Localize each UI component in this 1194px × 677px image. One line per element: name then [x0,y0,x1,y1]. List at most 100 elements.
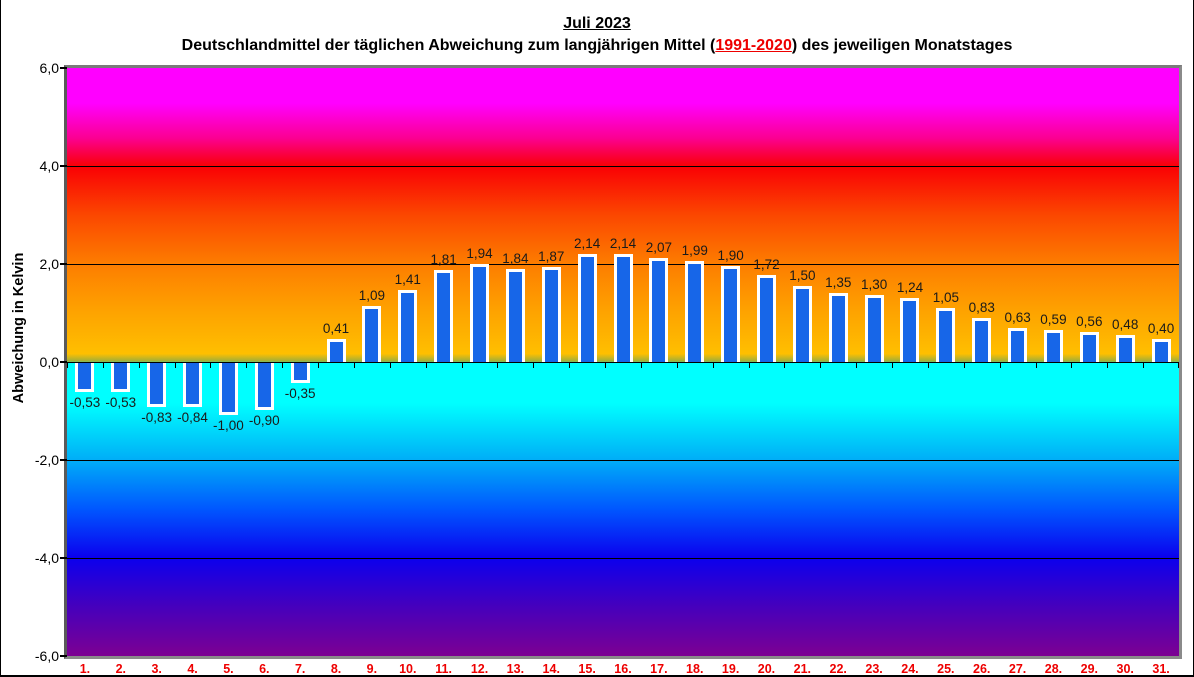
x-axis-label-day-9: 9. [366,662,378,676]
x-axis-label-day-18: 18. [686,662,704,676]
x-axis-label-day-20: 20. [757,662,776,676]
value-label-day-26: 0,83 [968,300,995,316]
x-axis-label-day-7: 7. [294,662,306,676]
x-tick [892,363,893,368]
chart-title: Juli 2023 [563,15,631,32]
x-axis-label-day-12: 12. [470,662,489,676]
value-label-day-22: 1,35 [825,274,852,290]
value-label-day-18: 1,99 [681,243,708,259]
bar-day-22 [828,292,848,362]
x-tick [246,363,247,368]
bar-day-16 [613,254,633,362]
bar-day-7 [290,363,310,384]
x-axis-label-day-5: 5. [223,662,234,676]
value-label-day-12: 1,94 [466,245,493,261]
x-axis-label-day-31: 31. [1152,662,1170,676]
x-tick [67,363,68,368]
x-axis-label-day-21: 21. [793,662,812,676]
x-tick [426,363,427,368]
bar-day-27 [1008,328,1028,362]
y-axis-label: -6,0 [34,648,59,664]
bar-day-5 [218,363,238,415]
value-label-day-5: -1,00 [213,418,244,433]
x-axis-label-day-10: 10. [399,662,417,676]
bar-day-11 [434,270,454,362]
subtitle-prefix: Deutschlandmittel der täglichen Abweichu… [181,37,716,54]
x-axis-label-day-17: 17. [650,662,668,676]
bar-day-18 [685,261,705,362]
x-axis-label-day-26: 26. [973,662,991,676]
y-axis-label: 6,0 [39,60,59,76]
value-label-day-21: 1,50 [789,267,816,283]
x-tick [713,363,714,368]
bar-day-10 [398,289,418,362]
gridline--2 [67,460,1179,461]
bar-day-9 [362,305,382,362]
x-axis-label-day-2: 2. [115,662,127,676]
x-axis-label-day-4: 4. [187,662,198,676]
x-tick [1000,363,1001,368]
reference-period: 1991-2020 [715,37,792,54]
x-axis-label-day-24: 24. [901,662,919,676]
value-label-day-10: 1,41 [394,271,421,287]
plot-area: -0,53 -0,53 -0,83 -0,84 -1,00 -0,90 -0,35 0,41 1… [67,68,1179,656]
value-label-day-14: 1,87 [538,249,565,265]
y-tick-2,0 [60,263,67,265]
x-tick [964,363,965,368]
x-tick [282,363,283,368]
x-tick [103,363,104,368]
x-axis-label-day-6: 6. [259,662,270,676]
x-axis-label-day-28: 28. [1044,662,1063,676]
bar-day-20 [756,274,776,362]
value-label-day-7: -0,35 [284,386,316,402]
bar-day-1 [75,363,95,392]
bar-day-12 [470,263,490,362]
x-tick [1071,363,1072,368]
x-axis-label-day-30: 30. [1116,662,1134,676]
y-axis-label: 0,0 [39,354,59,370]
value-label-day-9: 1,09 [358,287,386,303]
y-tick--2,0 [60,459,67,461]
y-tick--6,0 [60,655,67,657]
value-label-day-16: 2,14 [609,236,637,252]
bar-day-21 [792,285,812,362]
x-axis-label-day-8: 8. [330,662,342,676]
value-label-day-28: 0,59 [1040,312,1067,328]
x-tick [210,363,211,368]
bar-day-25 [936,307,956,362]
value-label-day-24: 1,24 [896,280,924,296]
bar-day-19 [721,265,741,362]
x-axis-label-day-3: 3. [151,662,162,676]
x-axis-label-day-29: 29. [1080,662,1099,676]
x-tick [856,363,857,368]
bar-day-4 [183,363,203,408]
x-tick [462,363,463,368]
x-axis-label-day-11: 11. [435,662,452,676]
x-tick [677,363,678,368]
x-tick [139,363,140,368]
x-axis-label-day-22: 22. [829,662,847,676]
x-tick [1178,363,1179,368]
bar-day-13 [505,268,525,362]
x-tick [1036,363,1037,368]
x-axis-label-day-13: 13. [506,662,525,676]
value-label-day-30: 0,48 [1112,317,1139,333]
value-label-day-20: 1,72 [753,256,780,272]
x-axis-label-day-15: 15. [578,662,596,676]
bar-day-8 [326,338,346,362]
value-label-day-15: 2,14 [573,236,601,252]
y-axis-label: 4,0 [39,158,59,174]
bar-day-14 [541,267,561,362]
y-axis-label: -4,0 [34,550,59,566]
bar-day-30 [1115,335,1135,362]
gridline--4 [67,558,1179,559]
value-label-day-27: 0,63 [1004,310,1031,326]
gridline-4 [67,166,1179,167]
x-axis-label-day-16: 16. [614,662,632,676]
bar-day-29 [1079,331,1099,362]
bar-day-31 [1151,339,1171,362]
value-label-day-4: -0,84 [177,410,208,426]
chart-subtitle: Deutschlandmittel der täglichen Abweichu… [1,37,1193,55]
value-label-day-29: 0,56 [1076,313,1103,329]
value-label-day-13: 1,84 [502,250,529,266]
